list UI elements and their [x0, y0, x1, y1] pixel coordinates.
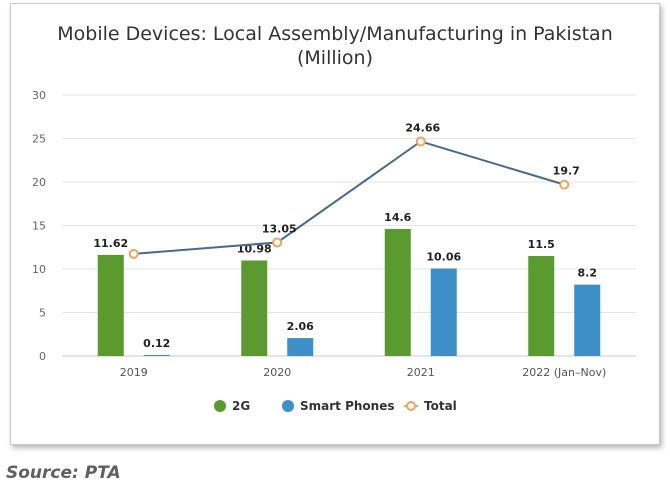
legend-total-marker-icon [406, 401, 416, 411]
data-label: 8.2 [578, 267, 598, 280]
data-label: 0.12 [143, 337, 170, 350]
bar-smart-phones [143, 354, 170, 356]
data-label: 13.05 [262, 222, 297, 235]
x-tick-label: 2019 [120, 366, 148, 379]
data-label: 2.06 [287, 320, 314, 333]
bar-smart-phones [287, 338, 314, 356]
chart-title: Mobile Devices: Local Assembly/Manufactu… [57, 23, 613, 45]
data-label: 14.6 [384, 211, 411, 224]
legend-label: Total [424, 399, 457, 413]
legend-2g-icon [214, 400, 226, 412]
bar-smart-phones [430, 268, 457, 356]
x-tick-label: 2022 (Jan–Nov) [522, 366, 606, 379]
bar-2g [241, 260, 268, 356]
y-tick-label: 0 [39, 350, 46, 363]
data-label: 11.62 [93, 237, 128, 250]
total-point [272, 237, 283, 248]
total-line [133, 140, 565, 255]
data-label: 11.5 [528, 238, 555, 251]
total-point [128, 248, 139, 259]
y-tick-label: 15 [32, 220, 46, 233]
total-point [559, 179, 570, 190]
chart-title-block: Mobile Devices: Local Assembly/Manufactu… [0, 22, 670, 70]
y-tick-label: 25 [32, 133, 46, 146]
legend-label: Smart Phones [300, 399, 394, 413]
bar-2g [528, 255, 555, 356]
data-label: 24.66 [405, 121, 440, 134]
bar-2g [97, 254, 124, 356]
source-note: Source: PTA [6, 463, 121, 483]
total-point [415, 136, 426, 147]
data-label: 19.7 [553, 165, 580, 178]
chart-frame [10, 3, 660, 445]
legend-label: 2G [232, 399, 250, 413]
y-tick-label: 5 [39, 307, 46, 320]
bar-smart-phones [574, 284, 601, 356]
legend-smart-phones-icon [282, 400, 294, 412]
chart-subtitle: (Million) [297, 47, 373, 69]
x-tick-label: 2020 [263, 366, 291, 379]
bar-2g [384, 228, 411, 356]
y-tick-label: 30 [32, 89, 46, 102]
x-tick-label: 2021 [407, 366, 435, 379]
y-tick-label: 10 [32, 263, 46, 276]
data-label: 10.06 [426, 250, 461, 263]
chart-plot: 0 5 10 15 20 25 30 2019 2020 2021 2022 (Jan–Nov) 11… [32, 89, 636, 413]
y-tick-label: 20 [32, 176, 46, 189]
